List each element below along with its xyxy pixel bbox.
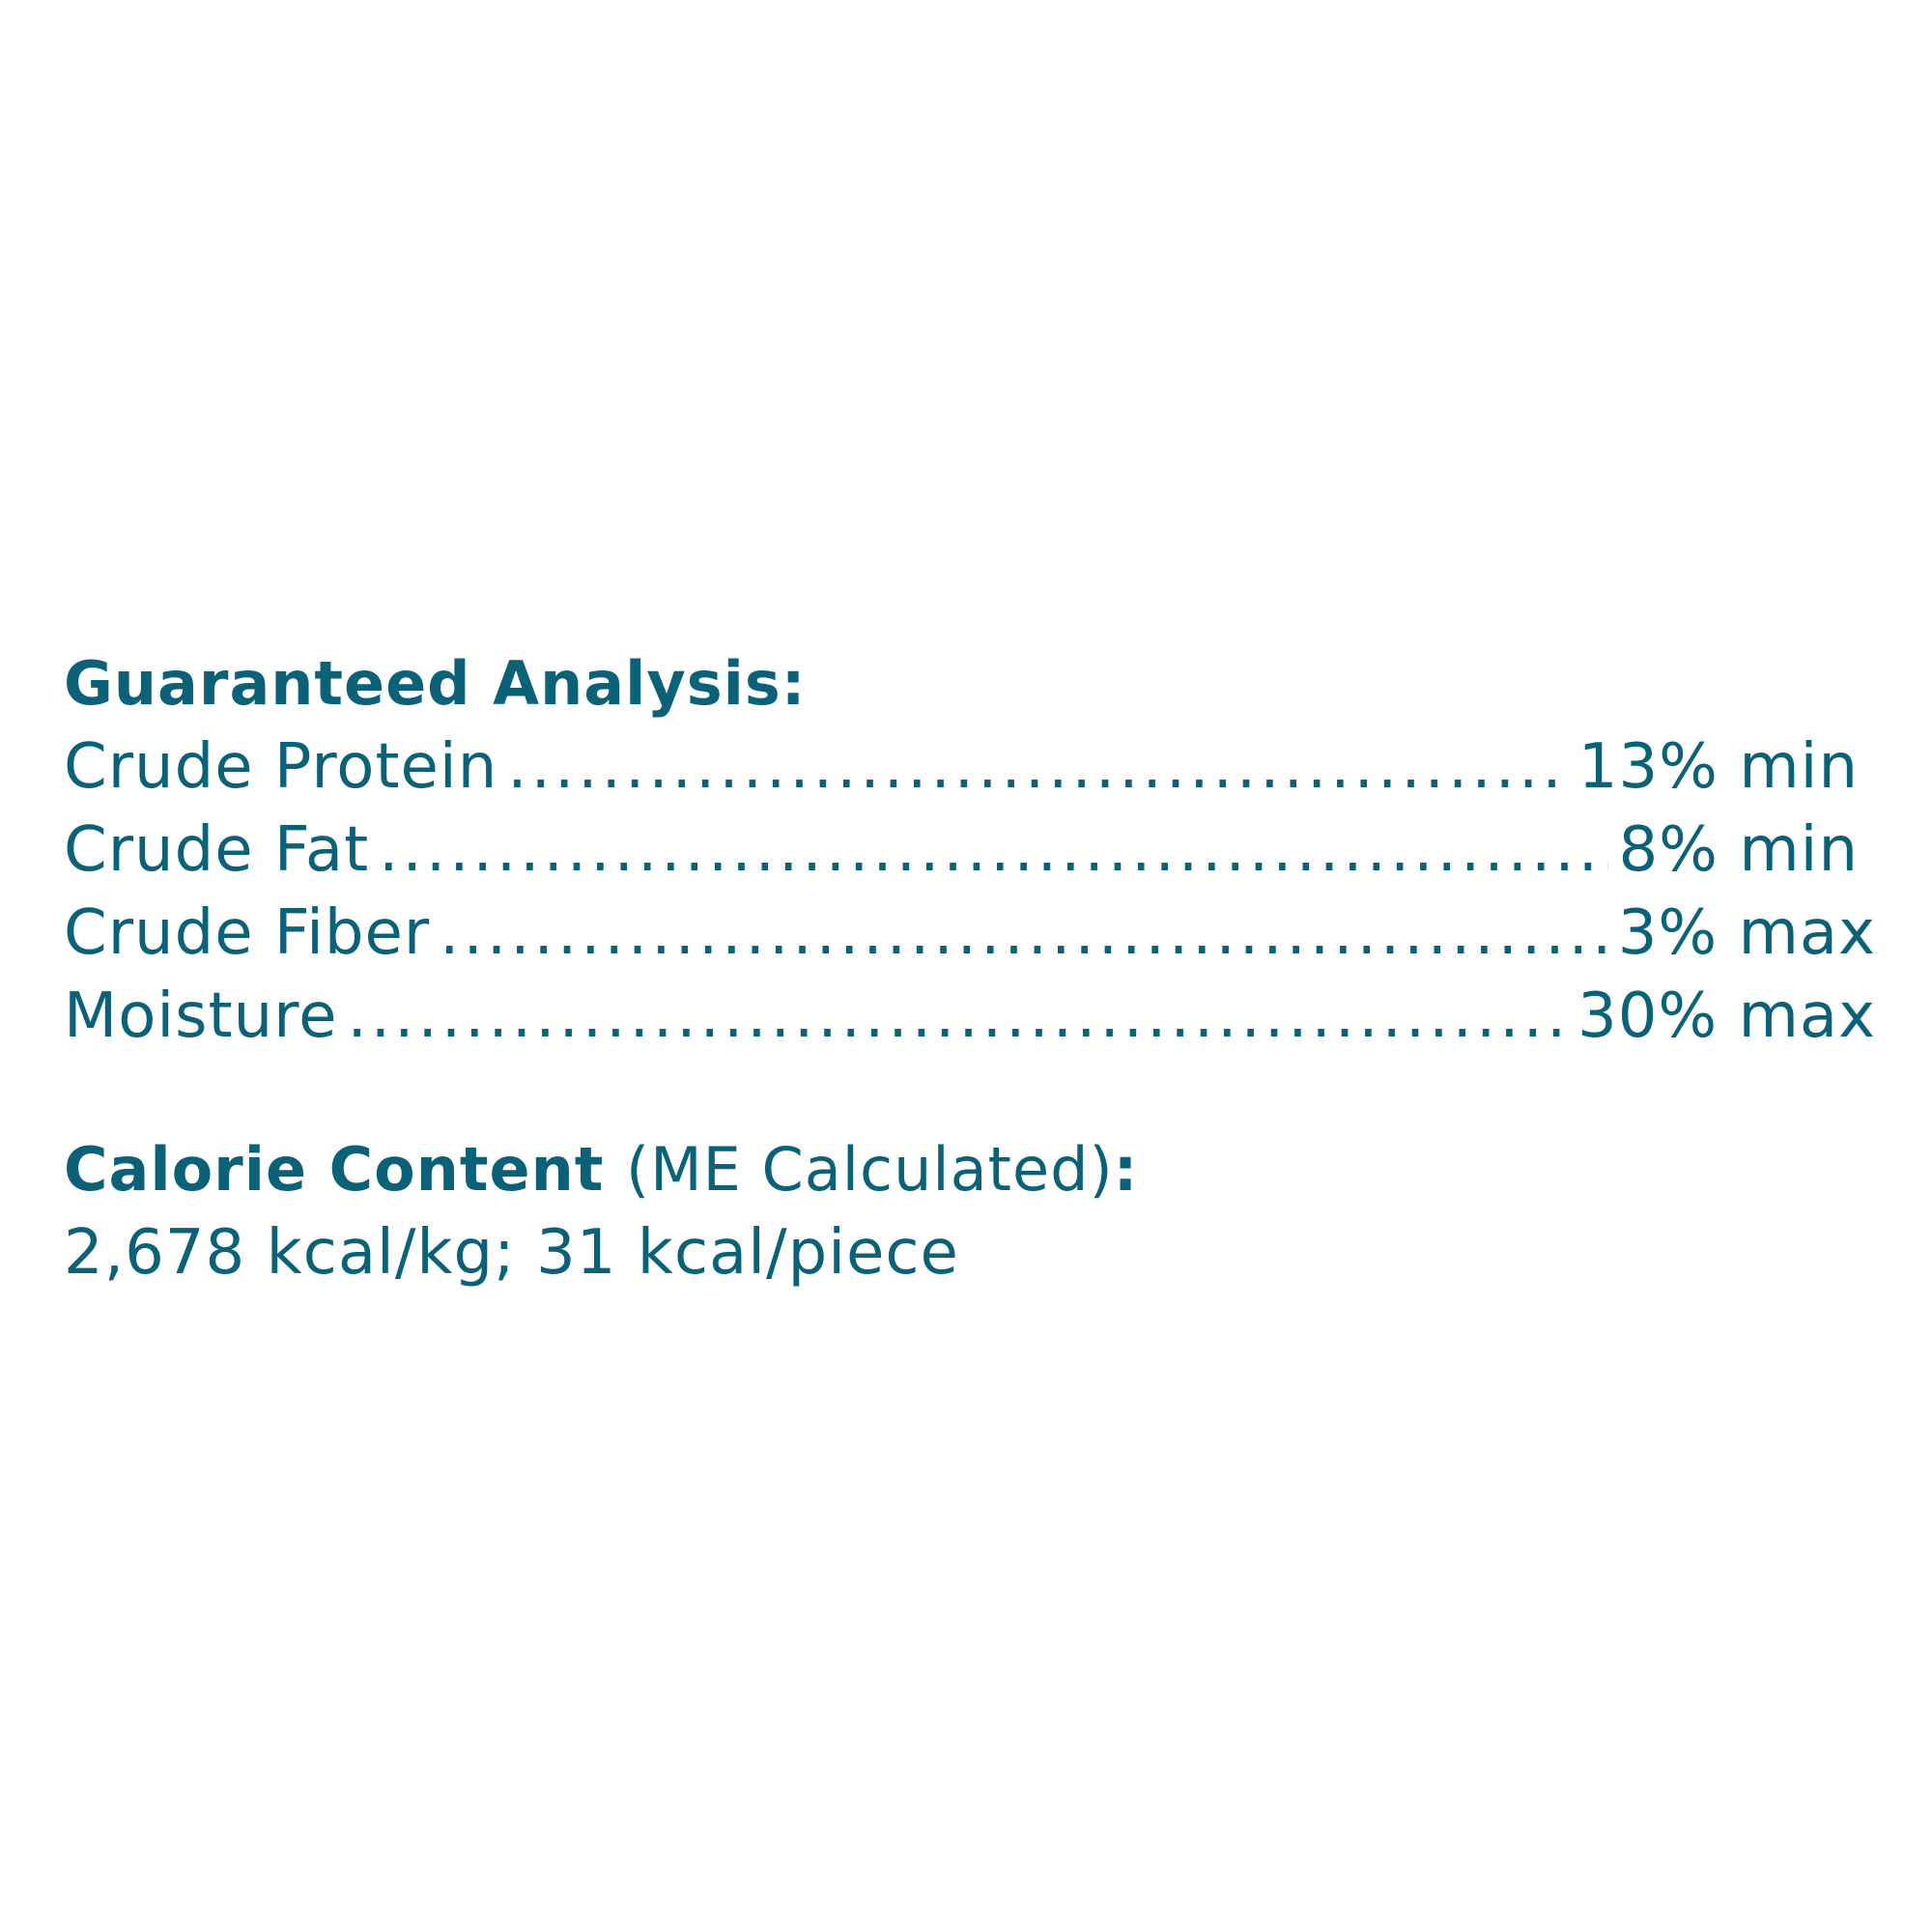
- analysis-row: Moisture 30% max: [64, 975, 1876, 1058]
- analysis-label: Crude Protein: [64, 731, 498, 803]
- analysis-row: Crude Fiber 3% max: [64, 892, 1876, 975]
- analysis-label: Moisture: [64, 980, 338, 1052]
- dot-leader: [440, 892, 1608, 975]
- calorie-content-section: Calorie Content (ME Calculated): 2,678 k…: [64, 1128, 1138, 1294]
- analysis-row: Crude Fat 8% min: [64, 809, 1859, 892]
- dot-leader: [379, 809, 1608, 892]
- analysis-value: 13% min: [1577, 731, 1859, 803]
- calorie-title: Calorie Content: [64, 1134, 605, 1205]
- analysis-label: Crude Fiber: [64, 897, 431, 969]
- dot-leader: [347, 975, 1568, 1058]
- calorie-content-heading: Calorie Content (ME Calculated):: [64, 1128, 1138, 1211]
- dot-leader: [507, 725, 1568, 809]
- guaranteed-analysis-heading: Guaranteed Analysis:: [64, 648, 807, 719]
- calorie-colon: :: [1113, 1134, 1139, 1205]
- guaranteed-analysis-section: Guaranteed Analysis: Crude Protein 13% m…: [64, 642, 1876, 1058]
- calorie-qualifier: (ME Calculated): [625, 1134, 1114, 1205]
- analysis-value: 30% max: [1577, 980, 1876, 1052]
- analysis-value: 3% max: [1617, 897, 1876, 969]
- calorie-value: 2,678 kcal/kg; 31 kcal/piece: [64, 1217, 959, 1289]
- analysis-value: 8% min: [1618, 814, 1859, 886]
- analysis-label: Crude Fat: [64, 814, 370, 886]
- analysis-row: Crude Protein 13% min: [64, 725, 1859, 809]
